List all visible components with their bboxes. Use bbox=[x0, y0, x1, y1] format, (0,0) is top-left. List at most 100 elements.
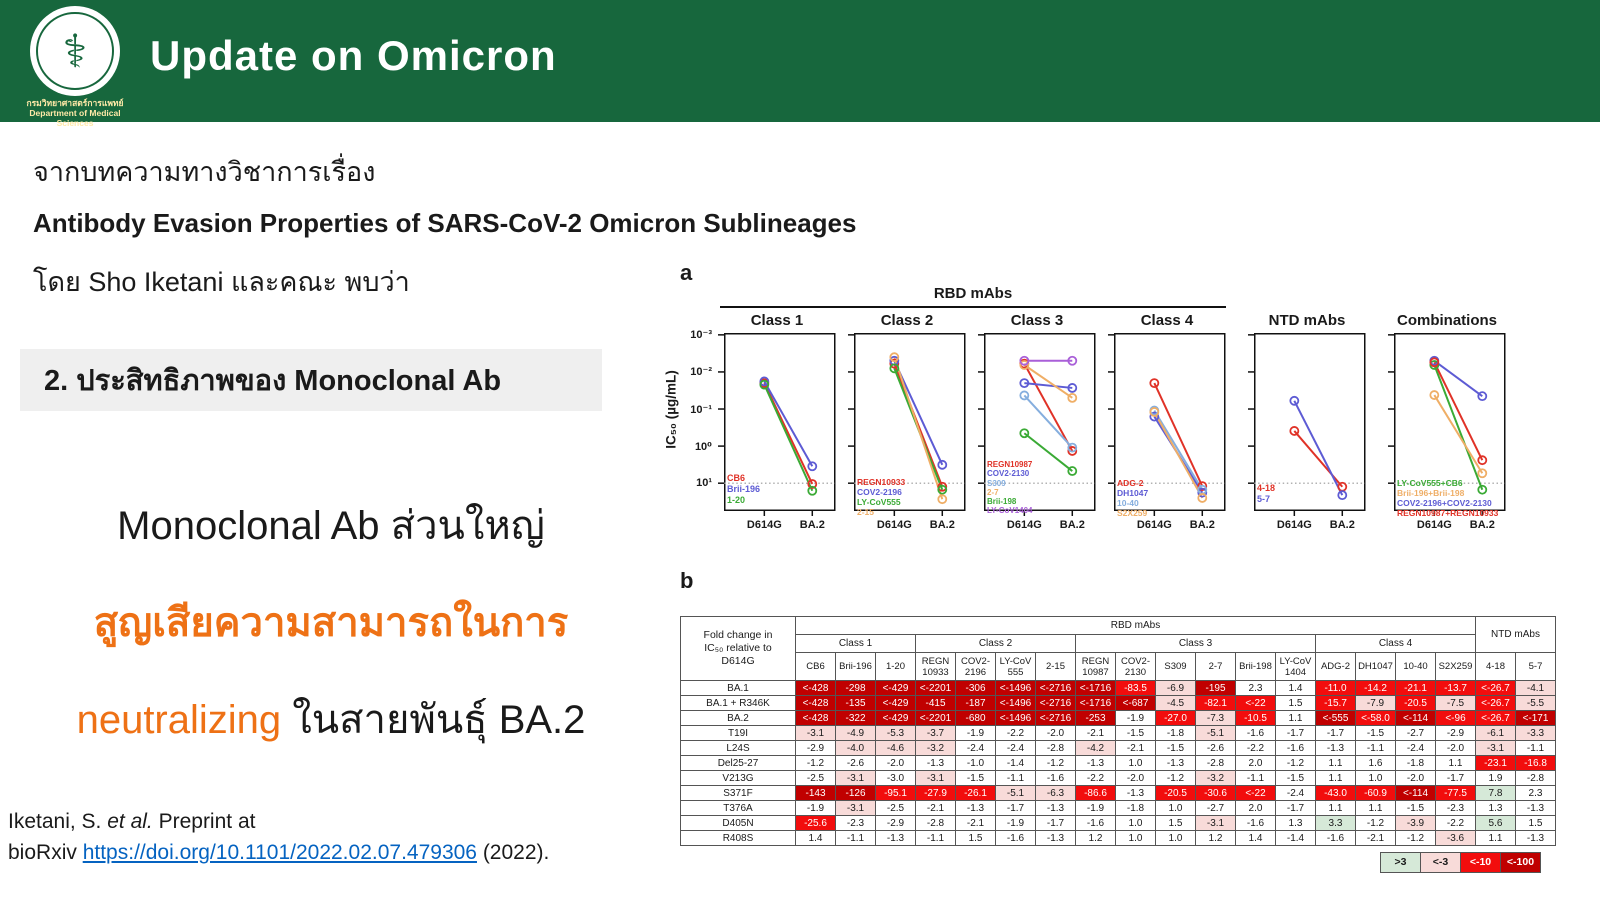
fold-change-cell: -195 bbox=[1195, 680, 1236, 696]
y-tick-label: 10⁻² bbox=[690, 366, 712, 379]
fold-change-cell: -7.3 bbox=[1195, 710, 1236, 726]
moph-seal: ⚕ bbox=[30, 6, 120, 96]
heatmap-legend-item: >3 bbox=[1380, 852, 1421, 873]
fold-change-cell: -4.2 bbox=[1075, 740, 1116, 756]
fold-change-cell: -3.2 bbox=[1195, 770, 1236, 786]
fold-change-cell: -187 bbox=[955, 695, 996, 711]
fold-change-table: Fold change in IC₅₀ relative to D614G RBD… bbox=[680, 616, 1556, 846]
fold-change-cell: -1.5 bbox=[1395, 800, 1436, 816]
antibody-column-header: COV2- 2130 bbox=[1115, 652, 1156, 681]
fold-change-cell: -14.2 bbox=[1355, 680, 1396, 696]
panel-b-label: b bbox=[680, 568, 694, 593]
fold-change-cell: -1.6 bbox=[1275, 740, 1316, 756]
fold-change-cell: -1.3 bbox=[1115, 785, 1156, 801]
table-row: Del25-27 -1.2 -2.6 -2.0 -1.3 -1.0 -1.4 -1.2 -1.3… bbox=[680, 755, 1556, 771]
paper-byline: โดย Sho Iketani และคณะ พบว่า bbox=[33, 267, 410, 297]
fold-change-cell: <-2201 bbox=[915, 680, 956, 696]
header-banner: ⚕ กรมวิทยาศาสตร์การแพทย์ Department of M… bbox=[0, 0, 1600, 128]
x-axis-labels: D614G BA.2 bbox=[848, 518, 966, 532]
fold-change-cell: -680 bbox=[955, 710, 996, 726]
x-axis-labels: D614G BA.2 bbox=[718, 518, 836, 532]
doi-link[interactable]: https://doi.org/10.1101/2022.02.07.47930… bbox=[82, 841, 477, 864]
fold-change-cell: -1.8 bbox=[1395, 755, 1436, 771]
fold-change-cell: -2.8 bbox=[1515, 770, 1556, 786]
fold-change-cell: -86.6 bbox=[1075, 785, 1116, 801]
fold-change-cell: -2.2 bbox=[1435, 815, 1476, 831]
antibody-column-header: REGN 10987 bbox=[1075, 652, 1116, 681]
caduceus-icon: ⚕ bbox=[62, 25, 88, 77]
antibody-column-header: Brii-198 bbox=[1235, 652, 1276, 681]
chart-panel-title: Class 4 bbox=[1140, 312, 1194, 329]
fold-change-cell: -83.5 bbox=[1115, 680, 1156, 696]
fold-change-cell: -135 bbox=[835, 695, 876, 711]
fold-change-cell: -7.9 bbox=[1355, 695, 1396, 711]
antibody-column-header: 2-7 bbox=[1195, 652, 1236, 681]
antibody-column-header: LY-CoV 555 bbox=[995, 652, 1036, 681]
section-heading-box: 2. ประสิทธิภาพของ Monoclonal Ab bbox=[20, 349, 602, 411]
x-tick-label: BA.2 bbox=[1059, 519, 1085, 531]
fold-change-cell: -1.6 bbox=[1315, 830, 1356, 846]
fold-change-cell: 1.4 bbox=[1235, 830, 1276, 846]
variant-row-label: V213G bbox=[680, 770, 796, 786]
fold-change-cell: -1.6 bbox=[1035, 770, 1076, 786]
fold-change-cell: -2.4 bbox=[1395, 740, 1436, 756]
fold-change-cell: -6.3 bbox=[1035, 785, 1076, 801]
table-row: R408S 1.4 -1.1 -1.3 -1.1 1.5 -1.6 -1.3 1.2 1.0 1.0… bbox=[680, 830, 1556, 846]
fold-change-cell: -2.2 bbox=[995, 725, 1036, 741]
y-tick-label: 10⁻³ bbox=[690, 329, 712, 342]
fold-change-cell: 1.0 bbox=[1155, 800, 1196, 816]
chart-panel-ntd-mabs: NTD mAbs 4-18 5-7 D614G BA.2 bbox=[1248, 311, 1366, 532]
fold-change-cell: -2.9 bbox=[875, 815, 916, 831]
heatmap-legend-item: <-10 bbox=[1461, 852, 1501, 873]
fold-change-cell: -1.6 bbox=[995, 830, 1036, 846]
fold-change-cell: -1.9 bbox=[795, 800, 836, 816]
fold-change-cell: -3.3 bbox=[1515, 725, 1556, 741]
chart-panel-class-4: Class 4 ADG-2 DH1047 10-40 S2X259 D614G BA.2 bbox=[1108, 311, 1226, 532]
fold-change-cell: -1.6 bbox=[1075, 815, 1116, 831]
table-row: S371F -143 -126 -95.1 -27.9 -26.1 -5.1 -6.3 -86.… bbox=[680, 785, 1556, 801]
fold-change-cell: -11.0 bbox=[1315, 680, 1356, 696]
fold-change-cell: -1.9 bbox=[955, 725, 996, 741]
fold-change-cell: 1.0 bbox=[1115, 755, 1156, 771]
line-chart bbox=[978, 333, 1096, 516]
fold-change-cell: -298 bbox=[835, 680, 876, 696]
chart-panel-title: Class 3 bbox=[1010, 312, 1064, 329]
chart-panel-combinations: Combinations LY-CoV555+CB6 Brii-196+Brii-1… bbox=[1388, 311, 1506, 532]
x-tick-label: D614G bbox=[1136, 519, 1172, 531]
line-chart bbox=[1248, 333, 1366, 516]
key-statement: Monoclonal Ab ส่วนใหญ่ สูญเสียความสามารถ… bbox=[15, 493, 647, 751]
fold-change-cell: -1.7 bbox=[1315, 725, 1356, 741]
variant-row-label: BA.1 bbox=[680, 680, 796, 696]
statement-line3-highlight: neutralizing bbox=[76, 698, 282, 742]
antibody-column-header: DH1047 bbox=[1355, 652, 1396, 681]
heatmap-legend-item: <-3 bbox=[1421, 852, 1461, 873]
y-axis-ticks: 10⁻³ 10⁻² 10⁻¹ 10⁰ 10¹ bbox=[672, 329, 714, 518]
citation-authors: Iketani, S. bbox=[8, 810, 108, 833]
panel-a-label: a bbox=[680, 260, 693, 285]
fold-change-cell: -2.1 bbox=[915, 800, 956, 816]
fold-change-cell: <-58.0 bbox=[1355, 710, 1396, 726]
y-tick-label: 10¹ bbox=[696, 476, 712, 489]
variant-row-label: D405N bbox=[680, 815, 796, 831]
logo-caption: กรมวิทยาศาสตร์การแพทย์ Department of Med… bbox=[16, 98, 134, 128]
fold-change-cell: -1.3 bbox=[875, 830, 916, 846]
antibody-column-header: CB6 bbox=[795, 652, 836, 681]
citation-year: (2022). bbox=[476, 841, 550, 864]
fold-change-cell: -7.5 bbox=[1435, 695, 1476, 711]
fold-change-cell: -1.3 bbox=[1035, 830, 1076, 846]
fold-change-cell: -1.0 bbox=[955, 755, 996, 771]
fold-change-cell: 1.1 bbox=[1315, 800, 1356, 816]
fold-change-cell: <-26.7 bbox=[1475, 680, 1516, 696]
fold-change-cell: -23.1 bbox=[1475, 755, 1516, 771]
fold-change-cell: 1.5 bbox=[1155, 815, 1196, 831]
fold-change-cell: -1.1 bbox=[835, 830, 876, 846]
chart-panel-title: NTD mAbs bbox=[1268, 312, 1346, 329]
fold-change-cell: <-114 bbox=[1395, 785, 1436, 801]
fold-change-cell: -1.8 bbox=[1115, 800, 1156, 816]
fold-change-cell: 3.3 bbox=[1315, 815, 1356, 831]
variant-row-label: L24S bbox=[680, 740, 796, 756]
slide-title: Update on Omicron bbox=[150, 32, 557, 79]
chart-panel-title: Combinations bbox=[1397, 312, 1497, 329]
fold-change-cell: -1.7 bbox=[1035, 815, 1076, 831]
fold-change-cell: 1.5 bbox=[1515, 815, 1556, 831]
